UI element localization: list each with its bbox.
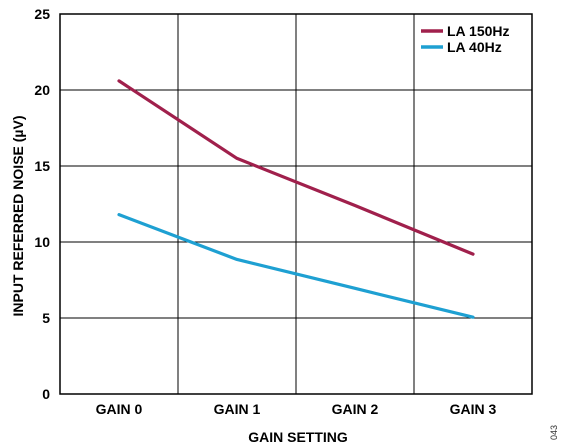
y-tick-label: 10 <box>34 234 50 250</box>
series-line-0 <box>117 79 475 256</box>
y-tick-label: 15 <box>34 158 50 174</box>
plot-frame <box>59 13 533 395</box>
legend-label-0: LA 150Hz <box>447 23 510 39</box>
x-tick-label: GAIN 2 <box>332 401 379 417</box>
legend-label-1: LA 40Hz <box>447 39 502 55</box>
x-tick-label: GAIN 0 <box>96 401 143 417</box>
x-tick-labels: GAIN 0 GAIN 1 GAIN 2 GAIN 3 <box>96 401 497 417</box>
y-axis-title: INPUT REFERRED NOISE (µV) <box>10 116 26 317</box>
x-tick-label: GAIN 3 <box>450 401 497 417</box>
y-tick-labels: 0 5 10 15 20 25 <box>34 6 50 402</box>
figure-id: 043 <box>549 425 559 440</box>
series-lines <box>117 79 475 319</box>
y-tick-label: 0 <box>42 386 50 402</box>
x-axis-title: GAIN SETTING <box>248 429 348 445</box>
x-tick-label: GAIN 1 <box>214 401 261 417</box>
y-tick-label: 25 <box>34 6 50 22</box>
y-tick-label: 20 <box>34 82 50 98</box>
series-line-1 <box>117 213 475 319</box>
grid <box>60 13 532 395</box>
y-tick-label: 5 <box>42 310 50 326</box>
